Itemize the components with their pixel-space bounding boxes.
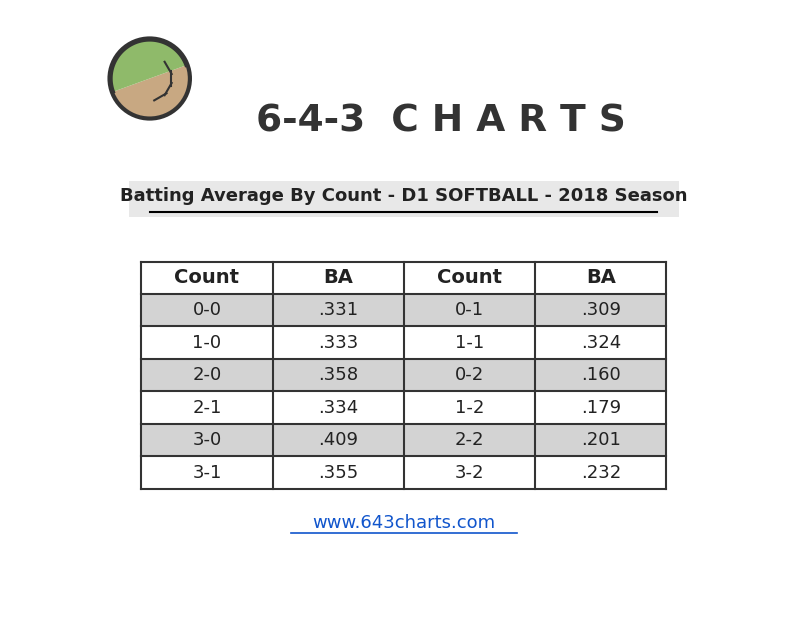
Text: 0-0: 0-0	[192, 301, 221, 319]
Text: Batting Average By Count - D1 SOFTBALL - 2018 Season: Batting Average By Count - D1 SOFTBALL -…	[120, 187, 688, 205]
Text: 2-1: 2-1	[192, 399, 221, 416]
Text: .309: .309	[581, 301, 621, 319]
Text: 3-1: 3-1	[192, 463, 221, 482]
Text: .409: .409	[318, 431, 359, 449]
Text: Count: Count	[174, 268, 240, 287]
Text: 6-4-3  C H A R T S: 6-4-3 C H A R T S	[255, 103, 626, 139]
Text: 1-2: 1-2	[455, 399, 484, 416]
Text: .358: .358	[318, 366, 359, 384]
Text: .331: .331	[318, 301, 359, 319]
Text: 3-2: 3-2	[455, 463, 485, 482]
Text: .355: .355	[318, 463, 359, 482]
Text: .324: .324	[581, 333, 621, 352]
Text: .232: .232	[581, 463, 621, 482]
Text: 1-0: 1-0	[192, 333, 221, 352]
Text: 0-2: 0-2	[455, 366, 484, 384]
FancyBboxPatch shape	[141, 391, 667, 424]
Text: BA: BA	[585, 268, 615, 287]
Text: Count: Count	[437, 268, 502, 287]
FancyBboxPatch shape	[141, 457, 667, 489]
Text: 2-0: 2-0	[192, 366, 221, 384]
FancyBboxPatch shape	[141, 261, 667, 294]
FancyBboxPatch shape	[141, 327, 667, 359]
Text: BA: BA	[323, 268, 353, 287]
Wedge shape	[111, 40, 186, 92]
Text: 2-2: 2-2	[455, 431, 485, 449]
FancyBboxPatch shape	[129, 180, 678, 217]
Text: www.643charts.com: www.643charts.com	[312, 514, 496, 532]
FancyBboxPatch shape	[141, 424, 667, 457]
Text: .333: .333	[318, 333, 359, 352]
Text: .201: .201	[581, 431, 621, 449]
Text: .160: .160	[581, 366, 621, 384]
Wedge shape	[113, 65, 188, 117]
FancyBboxPatch shape	[141, 359, 667, 391]
Text: 0-1: 0-1	[455, 301, 484, 319]
Text: .334: .334	[318, 399, 359, 416]
Text: 3-0: 3-0	[192, 431, 221, 449]
Text: 1-1: 1-1	[455, 333, 484, 352]
Text: .179: .179	[581, 399, 621, 416]
FancyBboxPatch shape	[141, 294, 667, 327]
